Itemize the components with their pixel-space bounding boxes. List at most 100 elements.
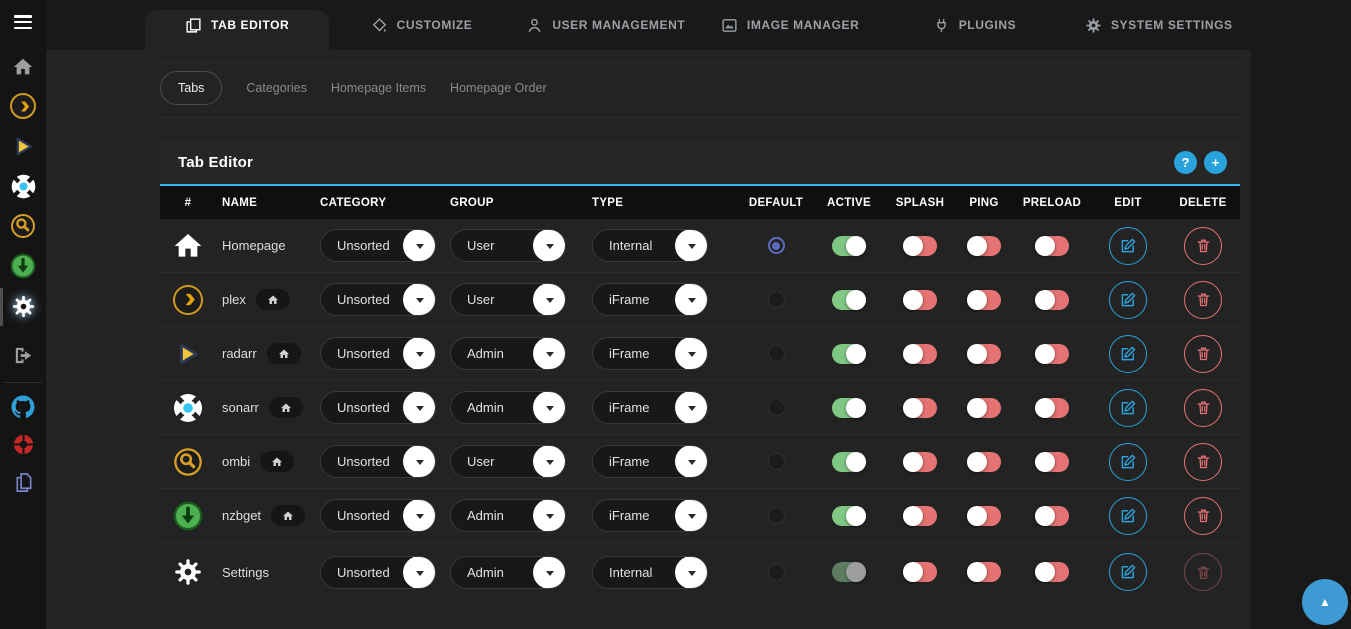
- tab-system-settings[interactable]: SYSTEM SETTINGS: [1067, 0, 1251, 50]
- scroll-to-top-button[interactable]: ▲: [1302, 579, 1348, 625]
- group-select[interactable]: Admin: [450, 391, 566, 424]
- sidebar-item-nzbget[interactable]: [0, 253, 46, 279]
- ping-toggle[interactable]: [967, 236, 1001, 256]
- delete-button[interactable]: [1184, 389, 1222, 427]
- chevron-down-icon: [403, 556, 436, 589]
- active-toggle[interactable]: [832, 452, 866, 472]
- delete-button[interactable]: [1184, 335, 1222, 373]
- sidebar-item-support[interactable]: [0, 433, 46, 456]
- edit-button[interactable]: [1109, 389, 1147, 427]
- sidebar-item-documents[interactable]: [0, 471, 46, 494]
- up-arrow-icon: ▲: [1319, 595, 1331, 609]
- splash-toggle[interactable]: [903, 290, 937, 310]
- ping-toggle[interactable]: [967, 562, 1001, 582]
- preload-toggle[interactable]: [1035, 344, 1069, 364]
- default-radio[interactable]: [768, 453, 785, 470]
- default-radio[interactable]: [768, 564, 785, 581]
- splash-toggle[interactable]: [903, 506, 937, 526]
- tab-plugins[interactable]: PLUGINS: [882, 0, 1066, 50]
- subnav-item-homepage-order[interactable]: Homepage Order: [450, 81, 547, 95]
- ping-toggle[interactable]: [967, 452, 1001, 472]
- type-select[interactable]: iFrame: [592, 283, 708, 316]
- default-radio[interactable]: [768, 507, 785, 524]
- delete-button[interactable]: [1184, 227, 1222, 265]
- ping-toggle[interactable]: [967, 506, 1001, 526]
- ping-toggle[interactable]: [967, 398, 1001, 418]
- ping-toggle[interactable]: [967, 344, 1001, 364]
- ping-toggle[interactable]: [967, 290, 1001, 310]
- sidebar-item-radarr[interactable]: [0, 134, 46, 159]
- tab-user-management[interactable]: USER MANAGEMENT: [514, 0, 698, 50]
- subnav-item-tabs[interactable]: Tabs: [160, 71, 222, 105]
- default-radio[interactable]: [768, 399, 785, 416]
- active-toggle[interactable]: [832, 506, 866, 526]
- group-select[interactable]: Admin: [450, 337, 566, 370]
- tab-tab-editor[interactable]: TAB EDITOR: [145, 10, 329, 50]
- add-tab-button[interactable]: +: [1204, 151, 1227, 174]
- splash-toggle[interactable]: [903, 398, 937, 418]
- category-select[interactable]: Unsorted: [320, 556, 436, 589]
- splash-toggle[interactable]: [903, 344, 937, 364]
- type-select[interactable]: Internal: [592, 556, 708, 589]
- sidebar-item-github[interactable]: [0, 395, 46, 419]
- edit-button[interactable]: [1109, 553, 1147, 591]
- active-toggle[interactable]: [832, 398, 866, 418]
- type-select[interactable]: iFrame: [592, 499, 708, 532]
- sidebar-item-home[interactable]: [0, 56, 46, 78]
- group-select[interactable]: Admin: [450, 499, 566, 532]
- splash-toggle[interactable]: [903, 562, 937, 582]
- preload-toggle[interactable]: [1035, 452, 1069, 472]
- default-radio[interactable]: [768, 345, 785, 362]
- tab-image-manager[interactable]: IMAGE MANAGER: [698, 0, 882, 50]
- preload-toggle[interactable]: [1035, 290, 1069, 310]
- group-select[interactable]: User: [450, 229, 566, 262]
- help-button[interactable]: ?: [1174, 151, 1197, 174]
- active-toggle[interactable]: [832, 290, 866, 310]
- subnav-item-categories[interactable]: Categories: [246, 81, 306, 95]
- active-toggle[interactable]: [832, 236, 866, 256]
- category-select[interactable]: Unsorted: [320, 499, 436, 532]
- category-select[interactable]: Unsorted: [320, 337, 436, 370]
- type-select[interactable]: Internal: [592, 229, 708, 262]
- sidebar-item-logout[interactable]: [0, 344, 46, 367]
- tab-customize[interactable]: CUSTOMIZE: [329, 0, 513, 50]
- col-type: TYPE: [592, 197, 623, 209]
- category-select[interactable]: Unsorted: [320, 445, 436, 478]
- group-select[interactable]: User: [450, 283, 566, 316]
- splash-toggle[interactable]: [903, 236, 937, 256]
- edit-button[interactable]: [1109, 497, 1147, 535]
- category-select[interactable]: Unsorted: [320, 283, 436, 316]
- type-select[interactable]: iFrame: [592, 391, 708, 424]
- preload-toggle[interactable]: [1035, 398, 1069, 418]
- delete-button[interactable]: [1184, 443, 1222, 481]
- sidebar-item-ombi[interactable]: [0, 213, 46, 239]
- preload-toggle[interactable]: [1035, 506, 1069, 526]
- sidebar-item-settings[interactable]: [0, 294, 46, 319]
- subnav-item-homepage-items[interactable]: Homepage Items: [331, 81, 426, 95]
- default-radio[interactable]: [768, 291, 785, 308]
- splash-toggle[interactable]: [903, 452, 937, 472]
- delete-button[interactable]: [1184, 281, 1222, 319]
- type-select[interactable]: iFrame: [592, 337, 708, 370]
- active-toggle[interactable]: [832, 344, 866, 364]
- tab-name: plex: [222, 292, 246, 307]
- preload-toggle[interactable]: [1035, 562, 1069, 582]
- sidebar-item-plex[interactable]: [0, 93, 46, 119]
- menu-icon[interactable]: [14, 15, 32, 29]
- preload-toggle[interactable]: [1035, 236, 1069, 256]
- type-select[interactable]: iFrame: [592, 445, 708, 478]
- default-radio[interactable]: [768, 237, 785, 254]
- sidebar-item-sonarr[interactable]: [0, 173, 46, 200]
- homepage-item-badge: [269, 397, 303, 418]
- group-select[interactable]: Admin: [450, 556, 566, 589]
- category-select[interactable]: Unsorted: [320, 229, 436, 262]
- delete-button[interactable]: [1184, 497, 1222, 535]
- edit-button[interactable]: [1109, 281, 1147, 319]
- user-icon: [526, 17, 543, 34]
- trash-icon: [1195, 564, 1212, 581]
- edit-button[interactable]: [1109, 227, 1147, 265]
- group-select[interactable]: User: [450, 445, 566, 478]
- edit-button[interactable]: [1109, 443, 1147, 481]
- edit-button[interactable]: [1109, 335, 1147, 373]
- category-select[interactable]: Unsorted: [320, 391, 436, 424]
